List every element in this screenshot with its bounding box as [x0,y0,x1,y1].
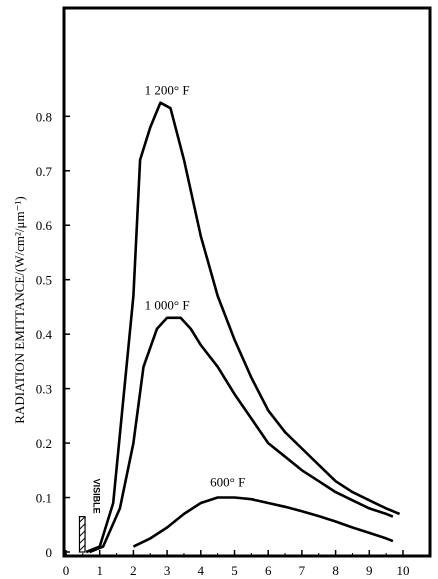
visible-band-hatch [78,516,86,553]
x-tick-label: 10 [397,563,410,578]
x-tick-label: 1 [96,563,103,578]
y-tick-label: 0.4 [36,327,53,342]
y-tick-label: 0.7 [36,164,53,179]
x-tick-label: 0 [63,563,70,578]
y-tick-label: 0 [46,545,53,560]
x-tick-label: 7 [299,563,306,578]
curve-labels: 1 200° F 1 000° F 600° F [145,83,246,490]
curve-series-1 [85,101,401,554]
y-tick-label: 0.2 [36,436,52,451]
y-tick-label: 0.3 [36,382,52,397]
curve-series-3 [132,496,394,548]
x-tick-label: 5 [231,563,238,578]
plot-frame [62,6,432,558]
series-label: 1 200° F [145,83,190,98]
series-label: 1 000° F [145,298,190,313]
visible-band-label: VISIBLE [92,479,102,514]
y-tick-label: 0.1 [36,491,52,506]
curve-series-2 [89,316,394,554]
x-axis-ticks: 0 1 2 3 4 5 6 7 8 9 10 [63,550,410,578]
x-tick-label: 8 [332,563,339,578]
y-axis-ticks: 0 0.1 0.2 0.3 0.4 0.5 0.6 0.7 0.8 [36,109,70,560]
series-label: 600° F [210,475,245,490]
visible-band: VISIBLE [78,479,102,553]
x-tick-label: 4 [198,563,205,578]
x-tick-label: 3 [164,563,171,578]
y-tick-label: 0.8 [36,109,52,124]
y-tick-label: 0.6 [36,218,53,233]
curves [85,101,401,554]
x-tick-label: 2 [130,563,137,578]
x-tick-label: 6 [265,563,272,578]
x-tick-label: 9 [366,563,373,578]
y-tick-label: 0.5 [36,273,52,288]
y-axis-title: RADIATION EMITTANCE/(W/cm²/μm⁻¹) [12,196,27,423]
